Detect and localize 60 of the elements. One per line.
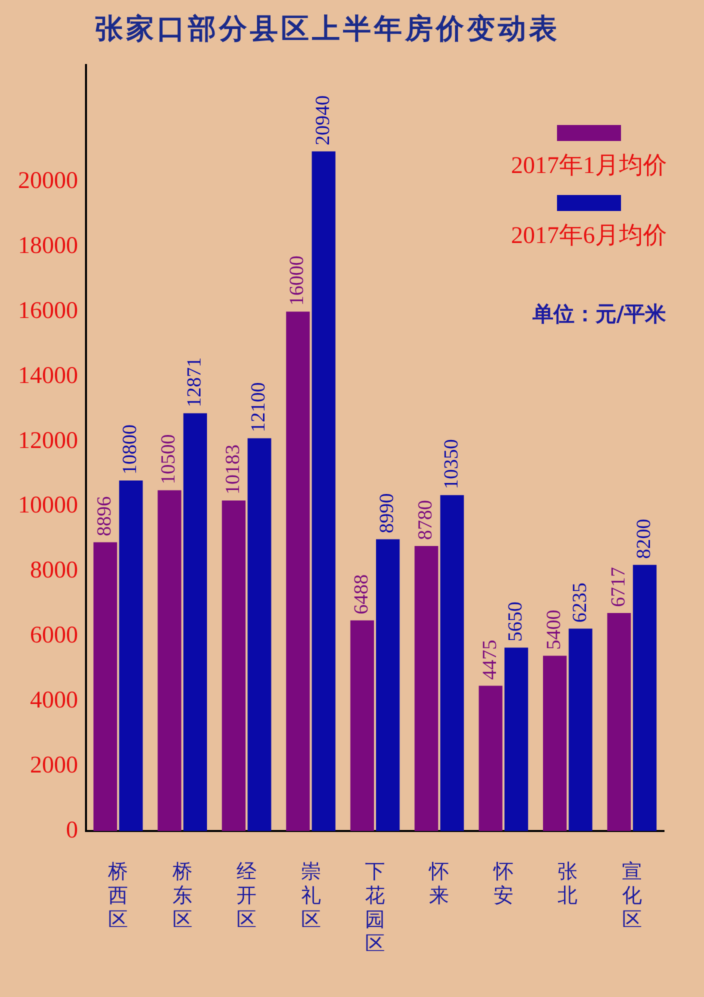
- y-tick-label: 14000: [18, 362, 78, 389]
- data-label: 6717: [607, 566, 630, 607]
- data-label: 10183: [222, 444, 244, 494]
- data-label: 6488: [350, 574, 372, 614]
- bar: [248, 438, 272, 831]
- x-tick-label: 桥西区: [107, 859, 128, 932]
- y-tick-label: 18000: [18, 233, 78, 260]
- y-tick-label: 4000: [30, 687, 78, 714]
- data-label: 8896: [94, 496, 116, 536]
- y-tick-label: 12000: [18, 428, 78, 454]
- data-label: 10350: [440, 439, 462, 490]
- bar: [158, 490, 182, 831]
- data-label: 8780: [414, 500, 437, 540]
- bar: [632, 564, 657, 831]
- x-tick-label: 宣化区: [622, 859, 642, 932]
- data-label: 6235: [568, 582, 591, 623]
- bar: [414, 546, 438, 831]
- x-tick-label: 崇礼区: [300, 859, 321, 932]
- bar: [440, 495, 464, 831]
- y-tick-label: 10000: [18, 492, 78, 519]
- y-tick-label: 16000: [18, 298, 78, 324]
- y-tick-label: 20000: [18, 168, 78, 194]
- x-tick-label: 怀来: [428, 859, 450, 908]
- data-label: 10800: [119, 424, 142, 474]
- bar: [93, 542, 118, 831]
- data-label: 5650: [504, 602, 527, 642]
- y-tick-label: 0: [66, 817, 78, 844]
- data-label: 10500: [158, 434, 180, 484]
- data-label: 8990: [376, 493, 398, 534]
- bar: [350, 620, 374, 831]
- x-tick-label: 经开区: [236, 859, 257, 932]
- bar: [568, 628, 592, 831]
- chart-title: 张家口部分县区上半年房价变动表: [95, 11, 560, 47]
- legend-label: 2017年1月均价: [511, 152, 667, 181]
- bar: [607, 612, 631, 831]
- data-label: 4475: [478, 640, 501, 680]
- bar: [286, 312, 310, 831]
- data-label: 8200: [632, 518, 655, 559]
- x-tick-label: 怀安: [492, 859, 514, 908]
- bar: [543, 656, 567, 831]
- legend-label: 2017年6月均价: [511, 222, 667, 251]
- x-tick-label: 张北: [558, 859, 578, 908]
- y-tick-label: 6000: [30, 622, 78, 649]
- bar: [312, 151, 336, 831]
- data-label: 5400: [543, 610, 566, 650]
- annotation: 单位：元/平米: [532, 300, 666, 328]
- data-label: 12100: [248, 382, 270, 432]
- bar: [183, 413, 207, 831]
- bar: [222, 500, 246, 831]
- y-tick-label: 2000: [30, 752, 78, 778]
- bar: [504, 648, 528, 831]
- x-tick-label: 桥东区: [171, 859, 192, 932]
- bar: [119, 480, 143, 831]
- y-tick-label: 8000: [30, 558, 78, 584]
- data-label: 16000: [286, 256, 308, 306]
- data-label: 12871: [183, 357, 206, 408]
- bar: [376, 539, 400, 831]
- x-tick-label: 下花园区: [365, 859, 385, 956]
- data-label: 20940: [312, 95, 334, 146]
- bar: [478, 686, 502, 831]
